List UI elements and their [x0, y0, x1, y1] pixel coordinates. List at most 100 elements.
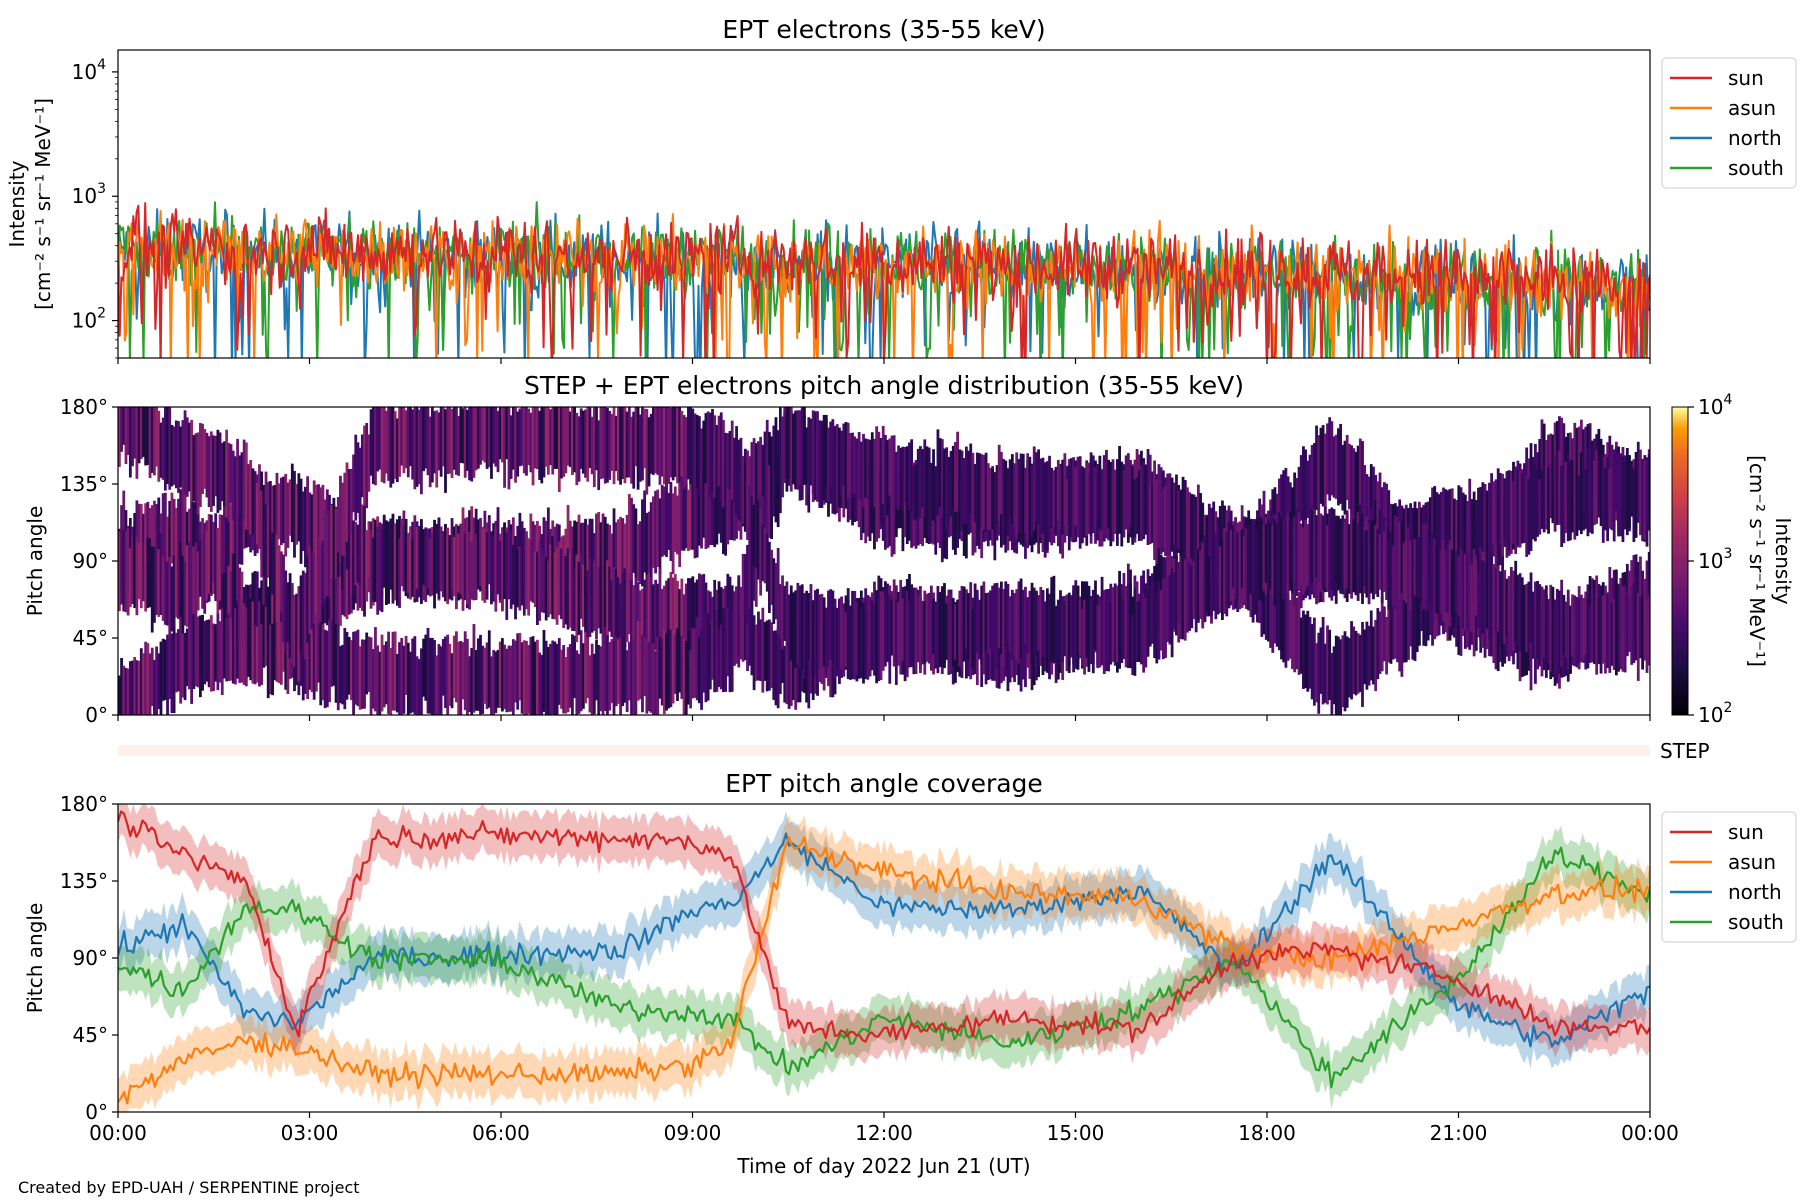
heatmap-cell	[433, 411, 436, 474]
heatmap-cell	[1483, 561, 1487, 621]
heatmap-cell	[188, 625, 191, 690]
heatmap-cell	[1573, 452, 1577, 540]
heatmap-cell	[262, 605, 266, 668]
heatmap-cell	[1512, 480, 1515, 544]
heatmap-cell	[238, 598, 242, 683]
heatmap-cell	[142, 542, 145, 602]
heatmap-cell	[778, 629, 782, 694]
heatmap-cell	[873, 602, 876, 676]
heatmap-cell	[1317, 435, 1321, 522]
heatmap-cell	[1501, 473, 1504, 559]
heatmap-cell	[632, 585, 636, 641]
heatmap-cell	[667, 578, 671, 653]
heatmap-cell	[304, 572, 307, 660]
heatmap-cell	[925, 446, 929, 515]
heatmap-cell	[568, 552, 572, 628]
heatmap-cell	[1135, 601, 1139, 662]
heatmap-cell	[297, 473, 301, 542]
heatmap-cell	[385, 410, 388, 474]
heatmap-cell	[137, 660, 141, 715]
heatmap-cell	[293, 470, 296, 558]
heatmap-cell	[1396, 516, 1399, 605]
heatmap-cell	[411, 638, 415, 713]
heatmap-cell	[463, 407, 467, 478]
heatmap-cell	[912, 587, 916, 675]
heatmap-cell	[658, 637, 662, 699]
heatmap-cell	[1374, 619, 1378, 692]
heatmap-cell	[415, 656, 419, 715]
heatmap-cell	[476, 407, 480, 469]
heatmap-cell	[581, 564, 585, 627]
heatmap-cell	[818, 594, 822, 670]
heatmap-cell	[590, 643, 594, 715]
heatmap-cell	[809, 584, 813, 668]
heatmap-cell	[1647, 454, 1650, 530]
heatmap-cell	[1091, 455, 1095, 533]
heatmap-cell	[980, 454, 984, 528]
heatmap-cell	[693, 582, 697, 649]
heatmap-cell	[581, 643, 585, 709]
heatmap-cell	[1199, 550, 1202, 619]
heatmap-cell	[378, 530, 382, 611]
heatmap-cell	[1061, 459, 1065, 535]
heatmap-cell	[1571, 594, 1574, 657]
heatmap-cell	[120, 657, 123, 715]
series-line-asun	[118, 210, 1650, 358]
heatmap-cell	[345, 462, 349, 542]
heatmap-cell	[527, 408, 531, 466]
heatmap-cell	[1352, 448, 1356, 526]
heatmap-cell	[1503, 570, 1507, 645]
heatmap-cell	[1523, 584, 1526, 659]
heatmap-cell	[1129, 460, 1132, 527]
heatmap-cell	[1126, 453, 1130, 534]
heatmap-cell	[1439, 548, 1443, 614]
heatmap-cell	[1345, 434, 1349, 501]
heatmap-cell	[1048, 455, 1051, 539]
heatmap-cell	[641, 407, 644, 481]
heatmap-cell	[1593, 460, 1596, 526]
heatmap-cell	[1076, 456, 1080, 537]
heatmap-cell	[1553, 422, 1557, 485]
heatmap-cell	[649, 502, 653, 579]
heatmap-cell	[1275, 562, 1279, 647]
heatmap-cell	[1453, 541, 1456, 628]
heatmap-cell	[765, 481, 769, 561]
heatmap-cell	[520, 530, 524, 606]
heatmap-cell	[207, 436, 211, 508]
heatmap-cell	[702, 420, 706, 493]
heatmap-cell	[185, 545, 189, 627]
heatmap-cell	[1544, 585, 1548, 658]
heatmap-cell	[1516, 469, 1520, 546]
heatmap-cell	[1159, 467, 1163, 555]
heatmap-cell	[214, 435, 218, 497]
heatmap-cell	[1161, 577, 1165, 660]
heatmap-cell	[242, 439, 246, 522]
heatmap-cell	[179, 426, 183, 488]
heatmap-cell	[288, 573, 292, 658]
heatmap-cell	[209, 514, 213, 594]
heatmap-cell	[218, 432, 222, 511]
heatmap-cell	[1019, 578, 1023, 659]
heatmap-cell	[641, 588, 644, 645]
heatmap-cell	[1161, 489, 1165, 549]
heatmap-cell	[835, 607, 839, 669]
heatmap-cell	[358, 512, 362, 585]
heatmap-cell	[242, 603, 246, 685]
heatmap-cell	[940, 586, 944, 668]
heatmap-cell	[479, 407, 482, 465]
heatmap-cell	[1382, 606, 1386, 662]
heatmap-cell	[155, 407, 158, 467]
heatmap-cell	[1347, 443, 1351, 510]
colorbar-tick-label: 103	[1698, 546, 1732, 573]
heatmap-cell	[938, 438, 942, 508]
panel-coverage: EPT pitch angle coverage 0°45°90°135°180…	[23, 769, 1797, 1178]
heatmap-cell	[625, 573, 629, 643]
heatmap-cell	[1291, 589, 1294, 670]
heatmap-cell	[912, 464, 916, 520]
heatmap-cell	[1647, 595, 1650, 666]
heatmap-cell	[1369, 610, 1373, 681]
heatmap-cell	[1201, 502, 1205, 561]
heatmap-cell	[1400, 588, 1404, 677]
heatmap-cell	[420, 407, 423, 495]
heatmap-cell	[549, 544, 552, 615]
